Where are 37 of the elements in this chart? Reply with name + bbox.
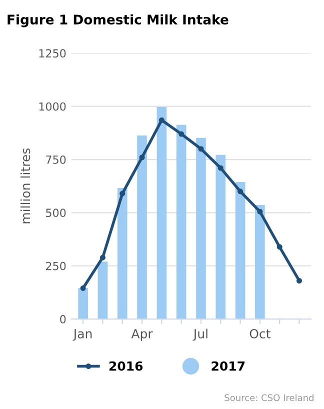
legend-label: 2016: [109, 361, 143, 371]
point: [120, 190, 126, 196]
point: [158, 117, 164, 123]
bar: [137, 135, 147, 320]
y-tick-label: 1250: [39, 49, 66, 58]
x-tick-label: Jan: [72, 329, 92, 341]
y-tick-label: 750: [46, 155, 66, 164]
bar: [216, 154, 226, 320]
bar: [156, 106, 167, 320]
point: [178, 131, 184, 137]
y-tick-label: 250: [46, 262, 66, 270]
bar: [235, 182, 246, 320]
point: [238, 188, 244, 194]
x-tick-label: Apr: [131, 329, 153, 341]
bar: [176, 124, 186, 320]
point: [139, 154, 145, 160]
bar: [78, 288, 88, 320]
point: [257, 208, 263, 214]
point: [100, 254, 106, 260]
bar: [196, 138, 206, 320]
point: [276, 244, 282, 250]
y-axis-title: million litres: [20, 148, 30, 224]
legend-label: 2017: [212, 361, 245, 371]
chart-title: Figure 1 Domestic Milk Intake: [8, 14, 228, 28]
point: [198, 146, 204, 152]
x-tick-label: Oct: [250, 328, 270, 338]
bar: [117, 188, 128, 320]
point: [80, 285, 86, 291]
y-tick-label: 500: [46, 208, 66, 218]
x-tick-label: Jul: [192, 328, 208, 341]
point: [296, 278, 302, 284]
bar: [98, 262, 108, 320]
source-note: Source: CSO Ireland: [224, 394, 314, 402]
bar: [255, 205, 265, 320]
y-tick-label: 0: [60, 314, 66, 324]
y-tick-label: 1000: [39, 102, 66, 111]
point: [218, 165, 224, 171]
